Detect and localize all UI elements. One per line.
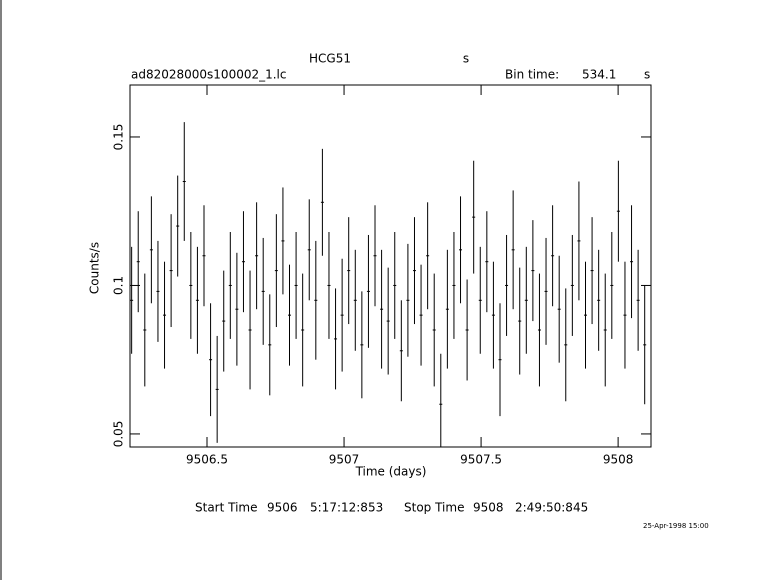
bin-time: 534.1 [582, 68, 616, 82]
object-name: HCG51 [309, 52, 351, 66]
x-axis-label: Time (days) [355, 465, 427, 479]
x-tick-label: 9506.5 [186, 453, 228, 467]
x-tick-label: 9507.5 [460, 453, 502, 467]
bin-time-label: Bin time: [505, 68, 559, 82]
y-tick-label: 0.05 [112, 421, 126, 448]
date-stamp: 25-Apr-1998 15:00 [643, 522, 709, 530]
bin-time-unit: s [644, 68, 650, 82]
stop-label: Stop Time [404, 501, 464, 515]
start-time: 5:17:12:853 [310, 501, 383, 515]
stop-day: 9508 [473, 501, 504, 515]
start-label: Start Time [195, 501, 258, 515]
y-axis-label: Counts/s [88, 242, 102, 294]
stop-time: 2:49:50:845 [515, 501, 588, 515]
y-tick-label: 0.1 [112, 276, 126, 295]
y-tick-label: 0.15 [112, 124, 126, 151]
start-day: 9506 [267, 501, 298, 515]
file-name: ad82028000s100002_1.lc [131, 68, 287, 82]
plot-frame [129, 84, 652, 448]
x-tick-label: 9508 [603, 453, 634, 467]
x-tick-label: 9507 [329, 453, 360, 467]
object-unit: s [463, 52, 469, 66]
